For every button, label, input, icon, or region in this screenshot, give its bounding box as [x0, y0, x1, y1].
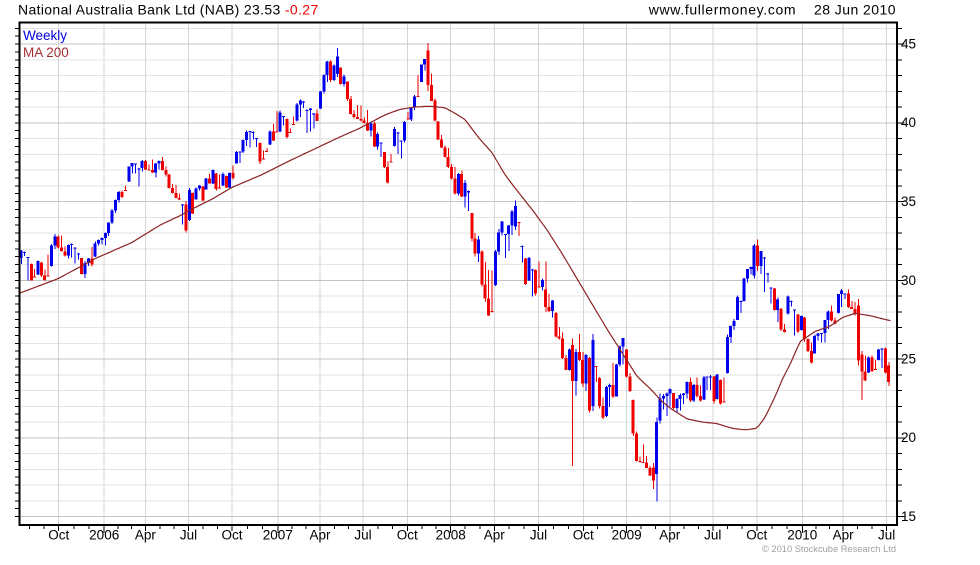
- svg-text:Jul: Jul: [180, 528, 197, 543]
- svg-text:2006: 2006: [89, 528, 119, 543]
- svg-text:Apr: Apr: [309, 528, 331, 543]
- svg-text:2007: 2007: [263, 528, 293, 543]
- svg-text:45: 45: [901, 37, 916, 52]
- svg-text:20: 20: [901, 430, 916, 445]
- svg-text:Apr: Apr: [659, 528, 681, 543]
- svg-text:Apr: Apr: [484, 528, 506, 543]
- svg-text:National Australia Bank Ltd (N: National Australia Bank Ltd (NAB) 23.53 …: [18, 2, 319, 18]
- svg-text:Oct: Oct: [221, 528, 242, 543]
- svg-text:Jul: Jul: [878, 528, 895, 543]
- svg-text:25: 25: [901, 352, 916, 367]
- svg-text:28 Jun 2010: 28 Jun 2010: [814, 2, 896, 18]
- svg-text:Weekly: Weekly: [23, 28, 67, 43]
- svg-text:MA 200: MA 200: [23, 45, 69, 60]
- svg-text:15: 15: [901, 509, 916, 524]
- svg-text:2008: 2008: [436, 528, 466, 543]
- svg-text:www.fullermoney.com: www.fullermoney.com: [648, 2, 796, 18]
- svg-text:Jul: Jul: [704, 528, 721, 543]
- svg-text:2009: 2009: [612, 528, 642, 543]
- svg-text:Jul: Jul: [354, 528, 371, 543]
- svg-text:© 2010 Stockcube Research Ltd: © 2010 Stockcube Research Ltd: [762, 544, 896, 554]
- svg-text:Oct: Oct: [397, 528, 418, 543]
- svg-text:Oct: Oct: [48, 528, 69, 543]
- svg-text:Apr: Apr: [135, 528, 157, 543]
- svg-text:35: 35: [901, 194, 916, 209]
- svg-text:40: 40: [901, 115, 916, 130]
- svg-text:2010: 2010: [787, 528, 817, 543]
- svg-text:Oct: Oct: [573, 528, 594, 543]
- svg-text:Oct: Oct: [746, 528, 767, 543]
- svg-text:Apr: Apr: [833, 528, 855, 543]
- svg-text:30: 30: [901, 273, 916, 288]
- svg-text:Jul: Jul: [530, 528, 547, 543]
